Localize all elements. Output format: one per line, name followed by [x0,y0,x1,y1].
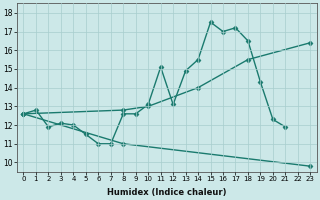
X-axis label: Humidex (Indice chaleur): Humidex (Indice chaleur) [107,188,227,197]
